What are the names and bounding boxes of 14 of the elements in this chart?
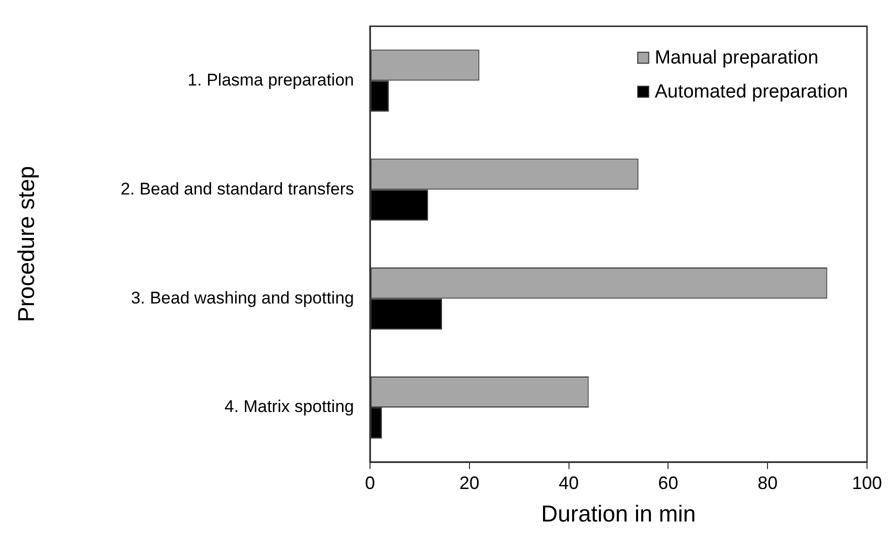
legend-label: Manual preparation [654,47,818,68]
x-axis-title: Duration in min [541,500,696,527]
x-tick-label: 0 [364,472,376,493]
x-tick-label: 60 [658,472,678,493]
x-tick-label: 40 [558,472,579,493]
legend-label: Automated preparation [654,81,848,102]
y-tick-label: 2. Bead and standard transfers [120,179,354,198]
y-tick-label: 4. Matrix spotting [224,397,354,416]
y-tick-label: 1. Plasma preparation [188,70,354,90]
y-axis-title: Procedure step [13,166,40,322]
x-tick-label: 100 [852,472,882,493]
y-tick-label: 3. Bead washing and spotting [130,288,354,308]
x-tick-label: 80 [758,472,778,493]
x-tick-label: 20 [459,472,480,493]
